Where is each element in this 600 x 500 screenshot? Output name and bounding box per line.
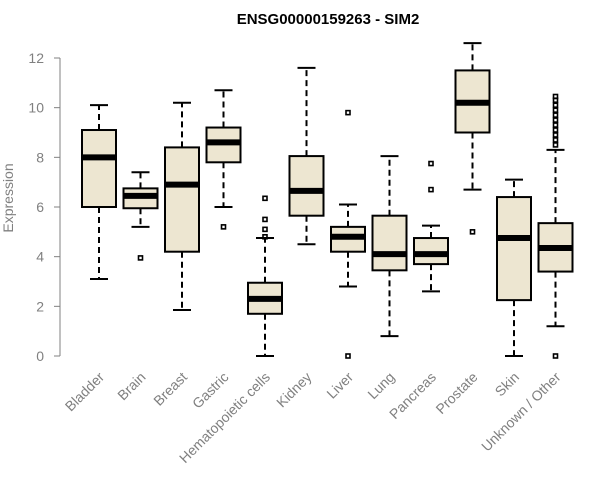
box-8 <box>371 155 408 338</box>
outlier-point <box>552 137 559 143</box>
outlier-point <box>262 216 268 223</box>
outlier-point <box>552 122 559 128</box>
outlier-point <box>552 93 559 100</box>
x-tick-label: Liver <box>323 369 356 402</box>
box-7 <box>330 109 366 359</box>
chart-title: ENSG00000159263 - SIM2 <box>237 11 420 28</box>
x-tick-label: Prostate <box>432 369 480 417</box>
box-12 <box>537 93 574 359</box>
outlier-point <box>552 102 559 108</box>
box-iqr <box>164 146 200 253</box>
box-1 <box>81 104 117 281</box>
outlier-point <box>552 142 559 148</box>
box-6 <box>288 66 325 246</box>
outlier-point <box>552 132 559 138</box>
outlier-point <box>552 117 559 123</box>
outlier-point <box>137 255 144 261</box>
outlier-point <box>552 107 559 113</box>
y-tick-label: 12 <box>28 50 44 66</box>
outlier-point <box>220 224 227 230</box>
x-tick-label: Unknown / Other <box>478 369 564 455</box>
outlier-point <box>469 229 476 235</box>
y-axis-label: Expression <box>0 163 16 232</box>
y-tick-label: 10 <box>28 100 44 116</box>
box-iqr <box>371 214 408 272</box>
outlier-point <box>552 127 559 133</box>
x-tick-label: Bladder <box>62 369 108 415</box>
box-9 <box>413 160 449 293</box>
outlier-point <box>428 186 434 193</box>
y-tick-label: 0 <box>36 348 44 364</box>
y-tick-label: 8 <box>36 149 44 165</box>
box-iqr <box>81 129 117 208</box>
boxes-group <box>81 42 574 359</box>
x-tick-label: Kidney <box>273 369 315 411</box>
outlier-point <box>262 226 268 233</box>
outlier-point <box>552 112 559 118</box>
box-iqr <box>288 155 325 217</box>
outlier-point <box>345 353 351 359</box>
outlier-point <box>262 195 268 202</box>
outlier-point <box>552 353 559 359</box>
x-tick-label: Brain <box>114 369 148 403</box>
x-tick-label: Skin <box>492 369 523 400</box>
box-2 <box>122 171 159 261</box>
outlier-point <box>262 234 268 240</box>
box-5 <box>247 195 283 357</box>
y-tick-label: 4 <box>36 249 44 265</box>
y-tick-label: 6 <box>36 199 44 215</box>
box-3 <box>164 101 200 312</box>
y-tick-label: 2 <box>36 298 44 314</box>
outlier-point <box>345 109 351 116</box>
outlier-point <box>428 160 434 167</box>
box-11 <box>496 178 532 357</box>
box-10 <box>454 42 491 235</box>
box-4 <box>205 89 242 230</box>
y-axis: 0 2 4 6 8 10 12 <box>28 50 61 364</box>
box-iqr <box>496 196 532 302</box>
x-tick-label: Lung <box>364 369 397 402</box>
box-iqr <box>413 237 449 266</box>
x-tick-label: Breast <box>150 369 190 409</box>
